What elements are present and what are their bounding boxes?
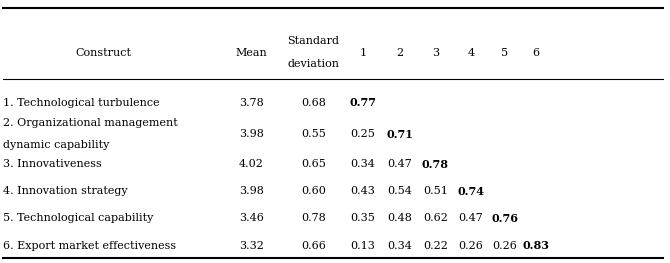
Text: 6. Export market effectiveness: 6. Export market effectiveness bbox=[3, 241, 176, 251]
Text: 0.54: 0.54 bbox=[387, 186, 413, 196]
Text: 1. Technological turbulence: 1. Technological turbulence bbox=[3, 98, 160, 108]
Text: 0.76: 0.76 bbox=[491, 213, 518, 224]
Text: 3: 3 bbox=[432, 48, 439, 58]
Text: 0.78: 0.78 bbox=[302, 213, 326, 223]
Text: 5. Technological capability: 5. Technological capability bbox=[3, 213, 153, 223]
Text: Mean: Mean bbox=[235, 48, 267, 58]
Text: 0.48: 0.48 bbox=[387, 213, 413, 223]
Text: 0.25: 0.25 bbox=[350, 129, 376, 139]
Text: 0.26: 0.26 bbox=[458, 241, 484, 251]
Text: 0.35: 0.35 bbox=[350, 213, 376, 223]
Text: 0.62: 0.62 bbox=[423, 213, 448, 223]
Text: 3.98: 3.98 bbox=[239, 129, 264, 139]
Text: 0.71: 0.71 bbox=[387, 129, 413, 140]
Text: 0.83: 0.83 bbox=[523, 240, 549, 251]
Text: 0.34: 0.34 bbox=[350, 159, 376, 169]
Text: 3.32: 3.32 bbox=[239, 241, 264, 251]
Text: 0.77: 0.77 bbox=[350, 97, 377, 108]
Text: 0.78: 0.78 bbox=[422, 159, 449, 170]
Text: 0.68: 0.68 bbox=[301, 98, 326, 108]
Text: 4: 4 bbox=[468, 48, 474, 58]
Text: 0.65: 0.65 bbox=[301, 159, 326, 169]
Text: 0.47: 0.47 bbox=[459, 213, 483, 223]
Text: deviation: deviation bbox=[287, 59, 340, 69]
Text: 5: 5 bbox=[501, 48, 508, 58]
Text: 3.78: 3.78 bbox=[239, 98, 263, 108]
Text: 0.51: 0.51 bbox=[423, 186, 448, 196]
Text: 0.60: 0.60 bbox=[301, 186, 326, 196]
Text: 2: 2 bbox=[397, 48, 403, 58]
Text: 6: 6 bbox=[533, 48, 539, 58]
Text: 2. Organizational management: 2. Organizational management bbox=[3, 118, 178, 128]
Text: 0.34: 0.34 bbox=[387, 241, 413, 251]
Text: 0.66: 0.66 bbox=[301, 241, 326, 251]
Text: Construct: Construct bbox=[76, 48, 132, 58]
Text: 0.22: 0.22 bbox=[423, 241, 448, 251]
Text: 0.13: 0.13 bbox=[350, 241, 376, 251]
Text: dynamic capability: dynamic capability bbox=[3, 140, 110, 150]
Text: 3.46: 3.46 bbox=[239, 213, 264, 223]
Text: 4.02: 4.02 bbox=[239, 159, 264, 169]
Text: 0.43: 0.43 bbox=[350, 186, 376, 196]
Text: 0.47: 0.47 bbox=[388, 159, 412, 169]
Text: 0.26: 0.26 bbox=[492, 241, 517, 251]
Text: 4. Innovation strategy: 4. Innovation strategy bbox=[3, 186, 128, 196]
Text: 0.74: 0.74 bbox=[458, 186, 484, 197]
Text: 3. Innovativeness: 3. Innovativeness bbox=[3, 159, 102, 169]
Text: 1: 1 bbox=[360, 48, 366, 58]
Text: 3.98: 3.98 bbox=[239, 186, 264, 196]
Text: Standard: Standard bbox=[287, 36, 340, 46]
Text: 0.55: 0.55 bbox=[301, 129, 326, 139]
